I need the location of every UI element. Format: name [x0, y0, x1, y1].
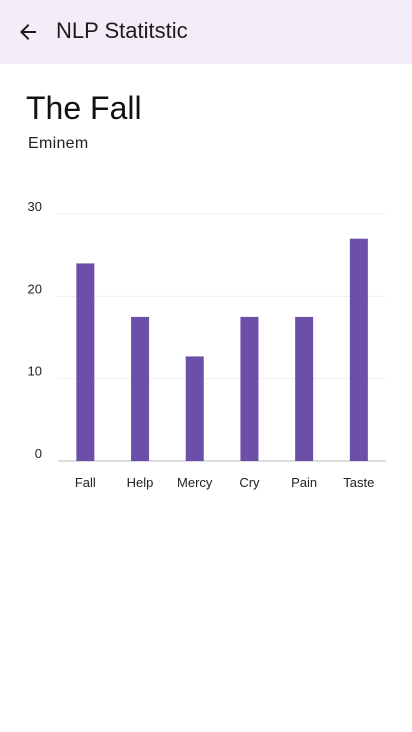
y-tick-label: 10	[28, 364, 42, 379]
y-tick-label: 0	[35, 446, 42, 461]
y-tick-label: 20	[28, 281, 42, 296]
back-button[interactable]	[8, 12, 48, 52]
x-tick-label: Taste	[343, 475, 374, 490]
x-tick-label: Mercy	[177, 475, 213, 490]
page-title: NLP Statitstic	[56, 18, 188, 43]
bar-taste	[349, 238, 368, 461]
bar-mercy	[185, 356, 204, 461]
bar-help	[131, 316, 150, 461]
x-tick-label: Cry	[239, 475, 260, 490]
bar-pain	[295, 316, 314, 461]
app-bar: NLP Statitstic	[0, 0, 412, 64]
y-tick-label: 30	[28, 199, 42, 214]
x-tick-label: Fall	[75, 475, 96, 490]
arrow-back-icon	[20, 24, 36, 40]
bar-chart: 0 10 20 30 Fall Help Mercy Cry Pain Taste	[28, 199, 386, 490]
x-tick-label: Pain	[291, 475, 317, 490]
artist-name: Eminem	[28, 135, 89, 152]
song-title: The Fall	[26, 90, 142, 126]
x-tick-label: Help	[127, 475, 154, 490]
bar-cry	[240, 316, 259, 461]
bar-fall	[76, 263, 95, 461]
